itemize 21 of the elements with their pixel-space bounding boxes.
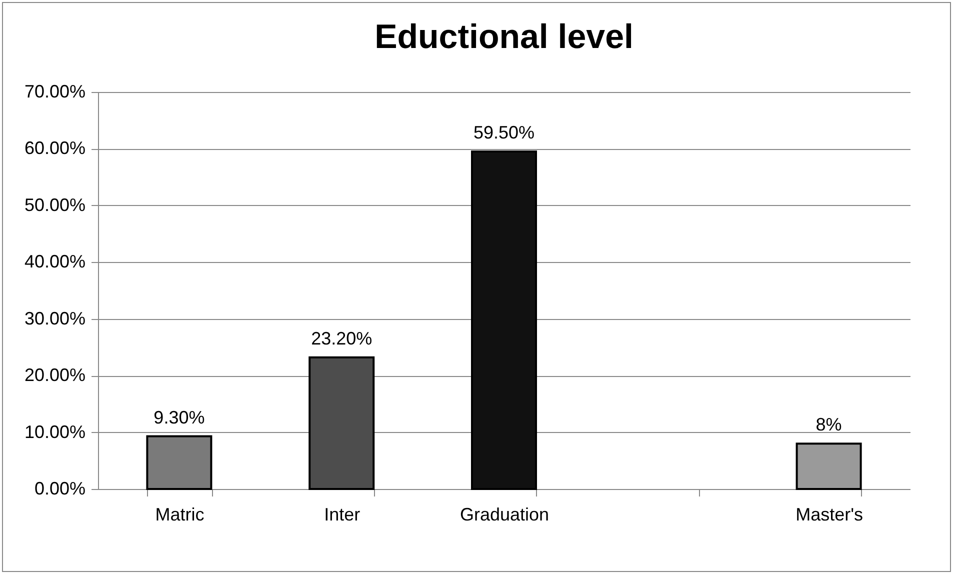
data-label: 9.30%: [154, 407, 205, 428]
data-label: 8%: [816, 414, 842, 435]
y-tick-label: 70.00%: [24, 82, 86, 102]
x-tick-label: Master's: [796, 504, 864, 524]
x-tick-label: Inter: [324, 504, 360, 524]
y-tick-label: 10.00%: [24, 422, 86, 442]
y-tick-label: 40.00%: [24, 252, 86, 272]
chart-title: Eductional level: [374, 18, 634, 56]
x-tick-label: Matric: [155, 504, 204, 524]
y-tick-label: 50.00%: [24, 194, 86, 215]
x-tick-label: Graduation: [460, 504, 550, 524]
y-tick-label: 20.00%: [24, 365, 86, 386]
y-tick-label: 60.00%: [24, 138, 86, 158]
bar: [146, 435, 212, 490]
bar: [796, 442, 862, 490]
y-tick-label: 0.00%: [34, 478, 86, 498]
bar: [471, 150, 537, 490]
bar: [308, 356, 375, 490]
data-label: 23.20%: [311, 328, 372, 348]
y-tick-label: 30.00%: [24, 308, 86, 328]
data-label: 59.50%: [473, 122, 535, 143]
